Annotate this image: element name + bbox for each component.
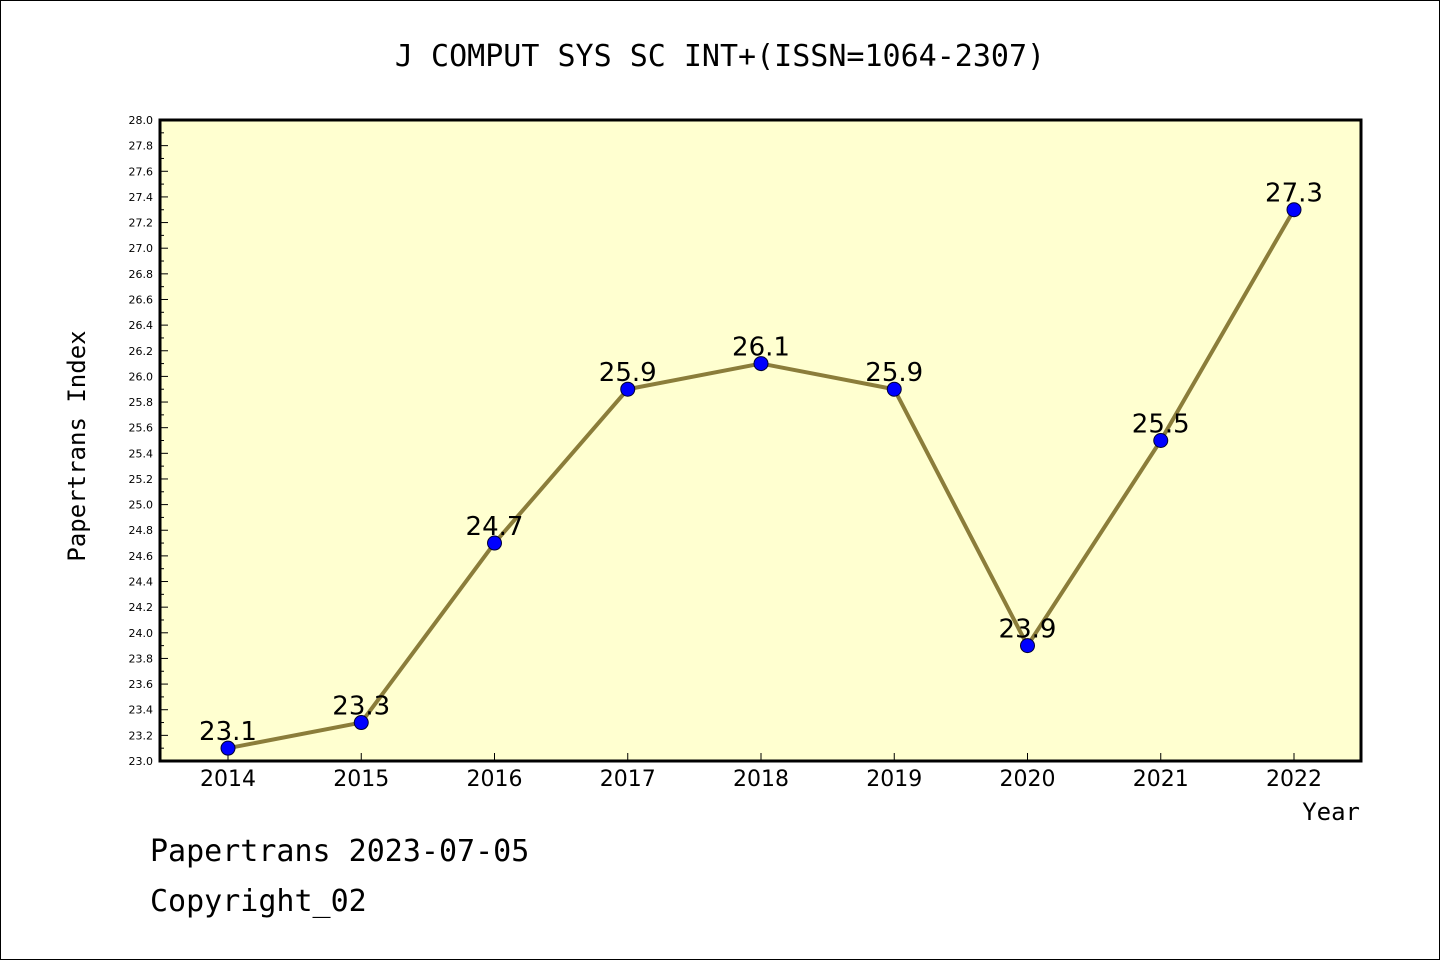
y-axis-label: Papertrans Index [63,330,91,561]
y-tick-label: 24.6 [129,550,154,563]
y-tick-label: 23.4 [129,704,154,717]
chart-title: J COMPUT SYS SC INT+(ISSN=1064-2307) [395,39,1045,74]
data-point [220,740,236,756]
y-tick-label: 23.8 [129,652,154,665]
y-tick-label: 23.2 [129,729,154,742]
y-tick-label: 27.0 [129,242,154,255]
y-tick-label: 26.6 [129,293,154,306]
x-tick-label: 2019 [866,767,922,792]
y-tick-label: 25.2 [129,473,154,486]
y-tick-label: 28.0 [129,114,154,127]
y-tick-label: 26.4 [129,319,154,332]
y-tick-label: 24.0 [129,627,154,640]
plot-area [158,118,1363,763]
y-tick-label: 27.4 [129,191,154,204]
x-axis-ticks: 2014 2015 2016 2017 2018 2019 2020 2021 2022 [200,753,1322,792]
data-point [1286,202,1302,218]
y-tick-label: 24.4 [129,576,154,589]
data-label: 25.9 [599,358,657,388]
data-point [1020,638,1035,654]
y-tick-label: 27.2 [129,217,154,230]
data-label: 26.1 [732,333,790,363]
x-tick-label: 2016 [467,767,523,792]
data-markers [220,202,1302,756]
x-tick-label: 2021 [1133,767,1189,792]
x-tick-label: 2017 [600,767,656,792]
y-tick-label: 24.2 [129,601,154,614]
footer-date-text: Papertrans 2023-07-05 [150,834,530,869]
y-axis-ticks: 23.0 23.2 23.4 23.6 23.8 24.0 24.2 24.4 24.6 24.8… [129,114,168,768]
y-tick-label: 27.8 [129,140,154,153]
data-label: 27.3 [1265,179,1323,209]
data-labels: 23.1 23.3 24.7 25.9 26.1 25.9 23.9 25.5 27.3 [199,179,1323,747]
y-tick-label: 24.8 [129,524,154,537]
y-tick-label: 25.6 [129,422,154,435]
data-label: 23.3 [332,692,390,722]
data-point [620,381,636,397]
x-axis-label: Year [1302,798,1360,826]
data-label: 24.7 [466,512,524,542]
data-point [353,715,369,731]
x-tick-label: 2015 [333,767,389,792]
y-tick-label: 27.6 [129,165,154,178]
data-label: 23.9 [999,615,1057,645]
data-label: 25.9 [865,358,923,388]
data-point [487,535,502,551]
y-tick-label: 26.8 [129,268,154,281]
data-point [753,356,769,372]
y-tick-label: 23.6 [129,678,154,691]
data-point [1153,433,1169,448]
data-label: 23.1 [199,717,257,747]
y-tick-label: 23.0 [129,755,154,768]
footer-copyright-text: Copyright_02 [150,884,367,919]
y-tick-label: 26.0 [129,370,154,383]
data-point [886,381,902,397]
x-tick-label: 2018 [733,767,789,792]
x-tick-label: 2020 [1000,767,1056,792]
y-tick-label: 25.4 [129,447,154,460]
y-tick-label: 26.2 [129,345,154,358]
y-tick-label: 25.8 [129,396,154,409]
x-tick-label: 2014 [200,767,256,792]
x-tick-label: 2022 [1266,767,1322,792]
data-label: 25.5 [1132,410,1190,440]
y-tick-label: 25.0 [129,499,154,512]
